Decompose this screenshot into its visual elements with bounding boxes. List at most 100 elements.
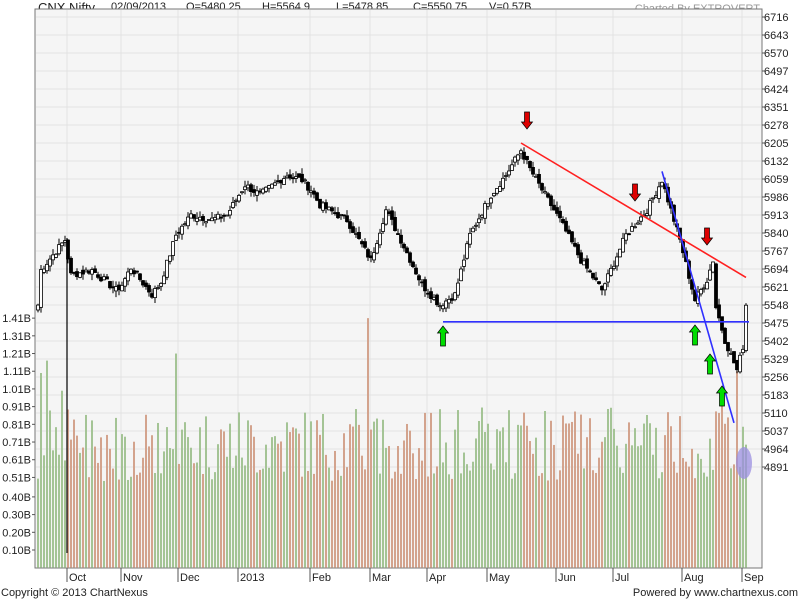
volume-bar	[265, 444, 267, 568]
buy-arrow-icon	[703, 353, 717, 375]
price-tick-label: 5110	[764, 408, 788, 420]
volume-bar	[664, 435, 666, 568]
volume-bar	[574, 411, 576, 568]
candle-body	[261, 188, 265, 194]
candle-body	[558, 210, 562, 219]
candle-body	[183, 223, 187, 226]
volume-bar	[562, 415, 564, 568]
volume-bar	[373, 421, 375, 568]
volume-bar	[301, 476, 303, 568]
volume-bar	[100, 437, 102, 568]
candle-body	[579, 252, 583, 264]
volume-bar	[487, 423, 489, 568]
volume-bar	[154, 473, 156, 568]
volume-bar	[361, 455, 363, 568]
candle-body	[690, 279, 694, 290]
resistance-trendline	[520, 142, 747, 279]
volume-bar	[427, 476, 429, 568]
volume-bar	[148, 446, 150, 568]
volume-bar	[205, 416, 207, 568]
candle-body	[615, 256, 619, 267]
candle-body	[390, 210, 394, 220]
price-tick-label: 6059	[764, 174, 788, 186]
volume-bar	[709, 438, 711, 568]
copyright: Copyright © 2013 ChartNexus	[1, 587, 148, 599]
powered-by-link[interactable]: Powered by www.chartnexus.com	[632, 587, 798, 599]
volume-bar	[142, 457, 144, 568]
volume-bar	[727, 417, 729, 568]
volume-bar	[655, 427, 657, 568]
volume-bar	[73, 419, 75, 568]
volume-bar	[259, 469, 261, 568]
volume-bar	[421, 460, 423, 568]
candle-body	[531, 166, 535, 175]
candle-body	[621, 237, 625, 253]
candle-body	[456, 282, 460, 296]
volume-bar	[694, 478, 696, 568]
sell-arrow-icon	[700, 227, 714, 246]
candle-body	[105, 276, 109, 280]
price-tick-label: 4891	[764, 462, 788, 474]
volume-tick-label: 1.31B	[2, 331, 31, 343]
volume-bar	[355, 409, 357, 568]
candle-body	[246, 184, 250, 189]
candle-body	[555, 207, 559, 214]
candle-body	[720, 316, 724, 331]
price-tick-label: 5256	[764, 372, 788, 384]
candle-body	[300, 173, 304, 183]
candle-body	[735, 359, 739, 371]
volume-bar	[160, 473, 162, 568]
candle-body	[132, 270, 136, 275]
volume-bar	[232, 467, 234, 568]
volume-tick-label: 0.30B	[2, 510, 31, 522]
volume-bar	[85, 414, 87, 568]
volume-bar	[52, 450, 54, 568]
candle-body	[162, 275, 166, 285]
price-tick-label: 6351	[764, 102, 788, 114]
candle-body	[729, 352, 733, 355]
candle-body	[87, 270, 91, 274]
candle-body	[657, 186, 661, 199]
candle-body	[129, 268, 133, 274]
volume-bar	[325, 454, 327, 568]
volume-bar	[481, 407, 483, 568]
price-tick-label: 5840	[764, 228, 788, 240]
candle-body	[636, 222, 640, 225]
candle-body	[447, 299, 451, 304]
volume-bar	[607, 408, 609, 568]
volume-bar	[475, 438, 477, 568]
volume-bar	[283, 471, 285, 568]
candle-body	[480, 214, 484, 218]
date-tick-label: Mar	[372, 572, 391, 584]
candle-body	[222, 214, 226, 217]
volume-tick-label: 0.40B	[2, 492, 31, 504]
candle-body	[450, 298, 454, 301]
candle-body	[90, 269, 94, 275]
volume-bar	[220, 429, 222, 568]
candle-body	[168, 255, 172, 262]
price-tick-label: 4964	[764, 444, 788, 456]
candle-body	[546, 193, 550, 198]
candle-body	[603, 283, 607, 291]
volume-bar	[688, 466, 690, 568]
candle-body	[189, 213, 193, 219]
candle-body	[270, 183, 274, 189]
volume-bar	[661, 472, 663, 568]
date-tick-label: Sep	[744, 572, 764, 584]
candle-body	[561, 218, 565, 224]
candle-body	[231, 202, 235, 208]
price-tick-label: 6205	[764, 138, 788, 150]
date-tick-label: Aug	[684, 572, 704, 584]
candle-body	[573, 242, 577, 247]
candle-body	[39, 269, 43, 308]
volume-bar	[88, 477, 90, 568]
candle-body	[492, 192, 496, 197]
candle-body	[465, 243, 469, 259]
candle-body	[288, 174, 292, 179]
candle-body	[618, 248, 622, 258]
grid	[36, 10, 761, 567]
volume-tick-label: 0.71B	[2, 437, 31, 449]
candle-body	[378, 232, 382, 246]
buy-arrow-icon	[688, 324, 702, 346]
